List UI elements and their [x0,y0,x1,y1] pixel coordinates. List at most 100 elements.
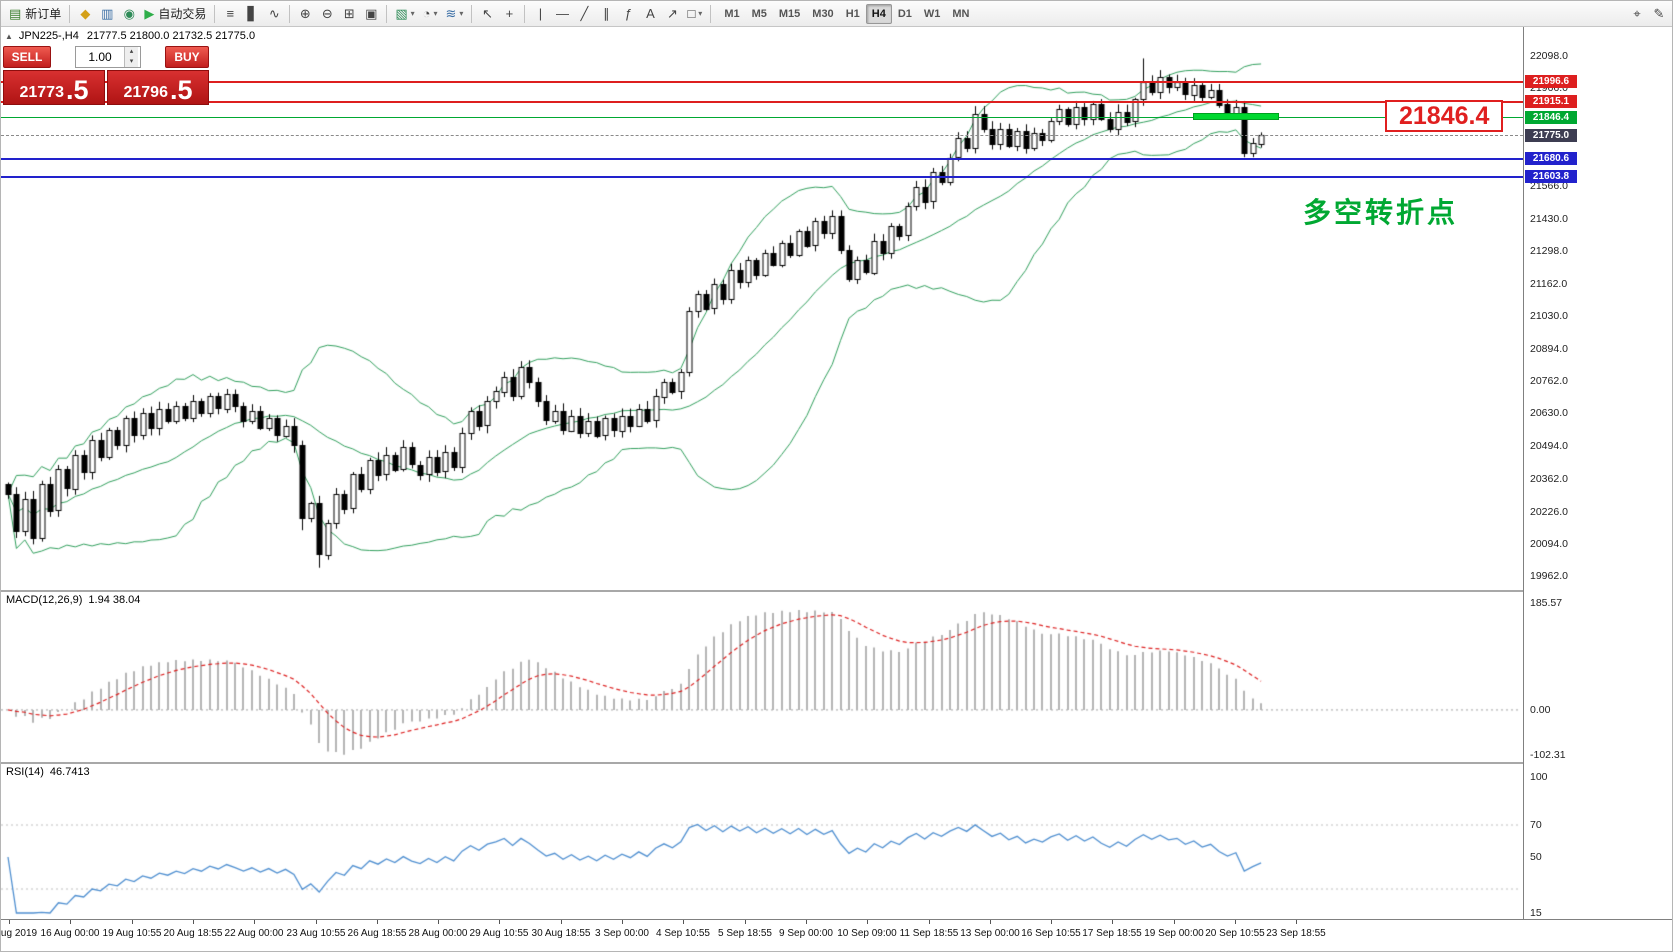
pane-resize-handle-macd[interactable] [1,590,1672,592]
timeframe-w1-button[interactable]: W1 [923,7,941,20]
buy-button[interactable]: BUY [165,45,209,68]
time-axis-tick [745,920,746,924]
price-badge: 21603.8 [1525,170,1577,183]
toolbar: ▤ 新订单 ◆ ▥ ◉ ▶ 自动交易 ≡ ▋ ∿ ⊕ ⊖ ⊞ ▣ ▧ ▾ ◔ ▾ ≋ ▾ ↖ + | — ╱ ∥ ƒ A ↗ □ ▾ M1 M… [1,1,1672,27]
volume-down-button[interactable]: ▾ [125,56,138,67]
tile-windows-button[interactable]: ▣ [360,3,382,25]
data-window-button[interactable]: ▥ [96,3,118,25]
pane-resize-handle-rsi[interactable] [1,762,1672,764]
text-label-button[interactable]: A [639,3,661,25]
volume-up-button[interactable]: ▴ [125,46,138,57]
sell-button[interactable]: SELL [3,45,51,68]
one-click-collapse-icon[interactable]: ▲ [5,31,13,41]
indicators-button[interactable]: ≋ ▾ [442,3,468,25]
time-axis-tick [1296,920,1297,924]
time-axis-label: 29 Aug 10:55 [469,928,529,939]
cursor-icon: ↖ [481,6,493,21]
timeframe-mn-button[interactable]: MN [952,7,970,20]
timeframe-group: M1 M5 M15 M30 H1 H4 D1 W1 MN [718,3,975,24]
new-chart-button[interactable]: ▧ ▾ [391,3,418,25]
autotrading-button[interactable]: ▶ 自动交易 [140,3,210,25]
vertical-line-button[interactable]: | [529,3,551,25]
sell-price-main: 21773 [19,84,64,102]
price-axis-label: 20630.0 [1530,407,1568,420]
time-axis-tick [806,920,807,924]
price-callout-label[interactable]: 21846.4 [1385,100,1504,132]
toolbar-separator [214,4,216,23]
price-axis-label: 21030.0 [1530,310,1568,322]
indicators-dropdown-arrow[interactable]: ▾ [459,9,464,18]
price-axis-label: 20362.0 [1530,472,1568,485]
price-badge: 21996.6 [1525,75,1577,88]
market-watch-button[interactable]: ◆ [74,3,96,25]
toolbar-main-group: ▤ 新订单 ◆ ▥ ◉ ▶ 自动交易 ≡ ▋ ∿ ⊕ ⊖ ⊞ ▣ ▧ ▾ ◔ ▾ ≋ ▾ ↖ + | — ╱ ∥ ƒ A ↗ □ ▾ [5,3,715,25]
time-axis-label: 16 Aug 00:00 [40,928,100,939]
navigator-button[interactable]: ◉ [118,3,140,25]
price-axis-label: -102.31 [1530,749,1566,761]
price-axis-label: 21298.0 [1530,244,1568,257]
time-axis-tick [193,920,194,924]
fibonacci-retracement-icon: ƒ [624,6,633,21]
timeframe-m5-button[interactable]: M5 [751,7,767,20]
trendline-button[interactable]: ╱ [573,3,595,25]
timeframe-m15-button[interactable]: M15 [778,7,801,20]
time-axis-tick [561,920,562,924]
new-order-button[interactable]: ▤ 新订单 [5,3,65,25]
shapes-dropdown-arrow[interactable]: ▾ [698,9,703,18]
crosshair-button[interactable]: + [498,3,520,25]
chart-line-button[interactable]: ∿ [263,3,285,25]
sell-price-box[interactable]: 21773 .5 [3,70,105,105]
volume-input[interactable] [76,46,124,67]
equidistant-channel-button[interactable]: ∥ [595,3,617,25]
price-axis-label: 21162.0 [1530,277,1568,290]
chart-candlesticks-button[interactable]: ▋ [241,3,263,25]
chart-bars-button[interactable]: ≡ [219,3,241,25]
timeframe-d1-button[interactable]: D1 [897,7,912,20]
horizontal-line-button[interactable]: — [551,3,573,25]
quick-search-button[interactable]: ⌖ [1626,3,1648,25]
zoom-out-button[interactable]: ⊖ [316,3,338,25]
time-axis-tick [377,920,378,924]
volume-spinner: ▴ ▾ [124,46,138,67]
timeframe-m1-button[interactable]: M1 [724,7,740,20]
zoom-in-button[interactable]: ⊕ [294,3,316,25]
timeframe-h4-button[interactable]: H4 [865,3,892,24]
profiles-icon: ◔ [422,6,431,21]
price-axis-label: 15 [1530,907,1542,919]
quick-search-icon: ⌖ [1633,6,1641,21]
timeframe-h1-button[interactable]: H1 [845,7,860,20]
time-axis-label: 19 Aug 10:55 [102,928,162,939]
auto-arrange-button[interactable]: ⊞ [338,3,360,25]
auto-arrange-icon: ⊞ [343,6,355,21]
fibonacci-retracement-button[interactable]: ƒ [617,3,639,25]
chart-line-icon: ∿ [268,6,280,21]
time-axis-label: 10 Sep 09:00 [837,928,897,939]
toolbar-separator [69,4,71,23]
arrows-button[interactable]: ↗ [661,3,683,25]
shapes-button[interactable]: □ ▾ [683,3,706,25]
cursor-button[interactable]: ↖ [476,3,498,25]
chart-annotation-text[interactable]: 多空转折点 [1303,197,1459,228]
time-axis-tick [990,920,991,924]
price-badge: 21915.1 [1525,95,1577,108]
new-chart-dropdown-arrow[interactable]: ▾ [410,9,415,18]
macd-indicator-label: MACD(12,26,9) 1.94 38.04 [6,594,140,606]
profiles-dropdown-arrow[interactable]: ▾ [433,9,438,18]
buy-price-box[interactable]: 21796 .5 [107,70,209,105]
crosshair-icon: + [505,6,514,21]
time-axis-label: 20 Sep 10:55 [1205,928,1265,939]
autotrading-label: 自动交易 [158,7,207,21]
rsi-indicator-label: RSI(14) 46.7413 [6,766,90,778]
price-axis-label: 0.00 [1530,703,1551,716]
volume-field: ▴ ▾ [75,45,141,68]
rsi-name: RSI(14) [6,766,44,778]
time-axis-tick [132,920,133,924]
chart-edit-button[interactable]: ✎ [1648,3,1670,25]
tile-windows-icon: ▣ [365,6,378,21]
time-axis-tick [929,920,930,924]
arrows-icon: ↗ [666,6,678,21]
profiles-button[interactable]: ◔ ▾ [419,3,442,25]
timeframe-m30-button[interactable]: M30 [812,7,834,20]
time-axis-border [1,919,1672,920]
